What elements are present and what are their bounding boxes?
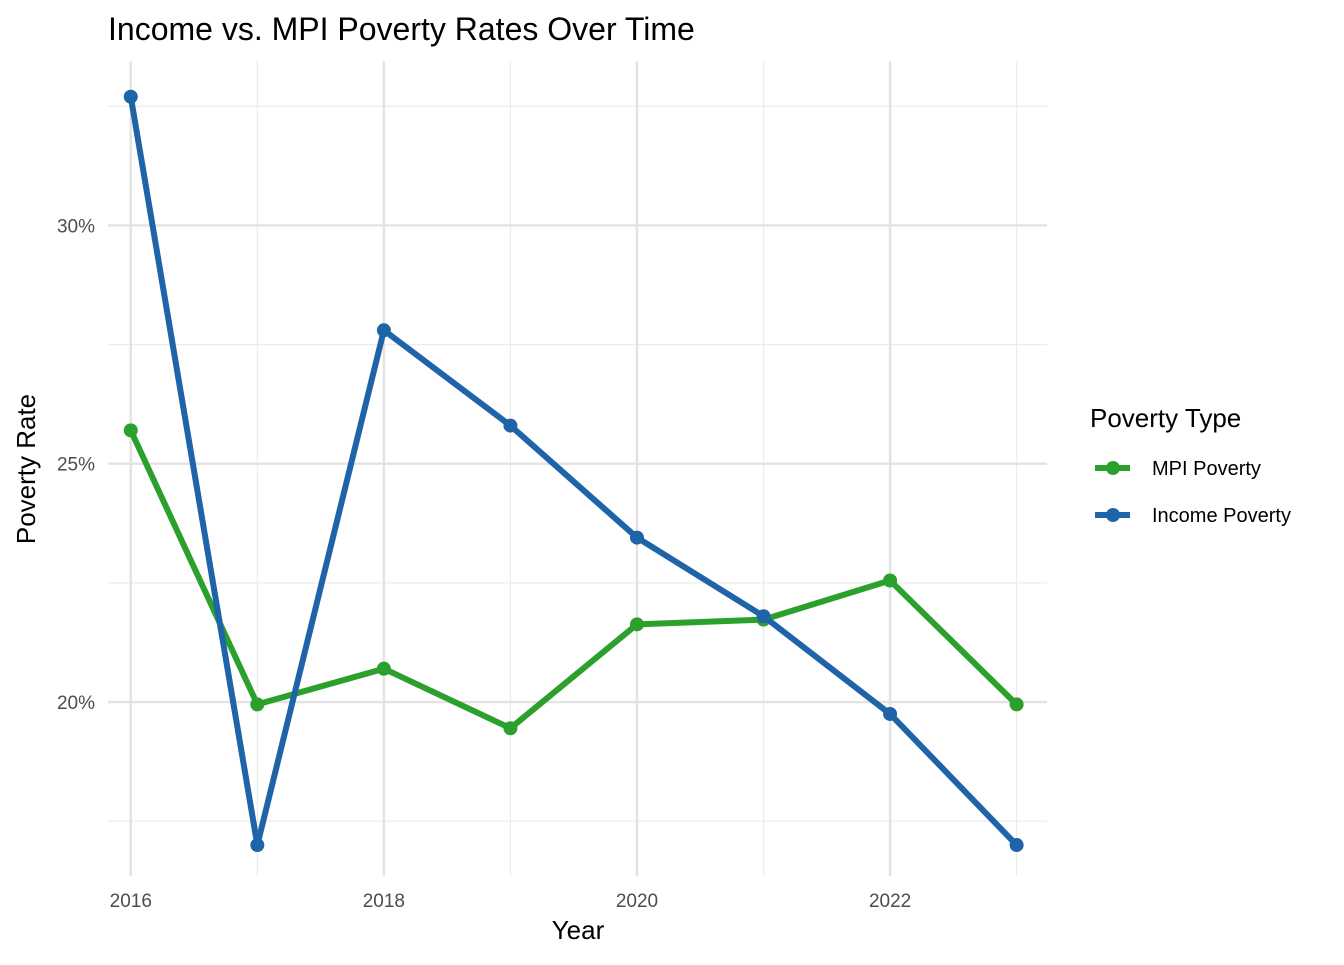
y-tick-label: 20% xyxy=(57,693,95,714)
x-tick-label: 2018 xyxy=(363,891,405,912)
mpi-poverty-point xyxy=(629,617,644,632)
legend-label: MPI Poverty xyxy=(1152,458,1261,480)
legend-item-mpi-poverty: MPI Poverty xyxy=(1095,458,1261,480)
income-poverty-point xyxy=(123,89,138,104)
income-poverty-point xyxy=(883,706,898,721)
income-poverty-point xyxy=(1009,838,1024,853)
legend-key-point xyxy=(1106,508,1120,522)
mpi-poverty-point xyxy=(250,697,265,712)
legend-item-income-poverty: Income Poverty xyxy=(1095,505,1291,527)
legend-label: Income Poverty xyxy=(1152,505,1291,527)
tick-layer: 20% 25% 30% 2016 2018 2020 2022 xyxy=(57,216,911,912)
mpi-poverty-point xyxy=(503,721,518,736)
x-axis-title: Year xyxy=(552,915,605,945)
y-tick-label: 25% xyxy=(57,455,95,476)
income-poverty-point xyxy=(376,323,391,338)
grid-layer xyxy=(108,61,1047,876)
series-layer xyxy=(123,89,1024,853)
legend-items: MPI Poverty Income Poverty xyxy=(1095,458,1291,527)
income-poverty-point xyxy=(250,838,265,853)
chart-title: Income vs. MPI Poverty Rates Over Time xyxy=(108,11,695,47)
legend: Poverty Type MPI Poverty Income Poverty xyxy=(1090,403,1291,527)
x-tick-label: 2022 xyxy=(869,891,911,912)
y-tick-label: 30% xyxy=(57,216,95,237)
mpi-poverty-point xyxy=(123,423,138,438)
mpi-poverty-point xyxy=(883,573,898,588)
income-poverty-point xyxy=(503,418,518,433)
mpi-poverty-point xyxy=(376,661,391,676)
legend-title: Poverty Type xyxy=(1090,403,1241,433)
income-poverty-line xyxy=(127,96,1019,849)
x-tick-label: 2016 xyxy=(110,891,152,912)
x-tick-label: 2020 xyxy=(616,891,658,912)
legend-key-point xyxy=(1106,461,1120,475)
y-axis-title: Poverty Rate xyxy=(11,394,41,544)
income-poverty-point xyxy=(629,530,644,545)
mpi-poverty-point xyxy=(1009,697,1024,712)
mpi-poverty-line xyxy=(128,429,1019,732)
income-poverty-point xyxy=(756,609,771,624)
